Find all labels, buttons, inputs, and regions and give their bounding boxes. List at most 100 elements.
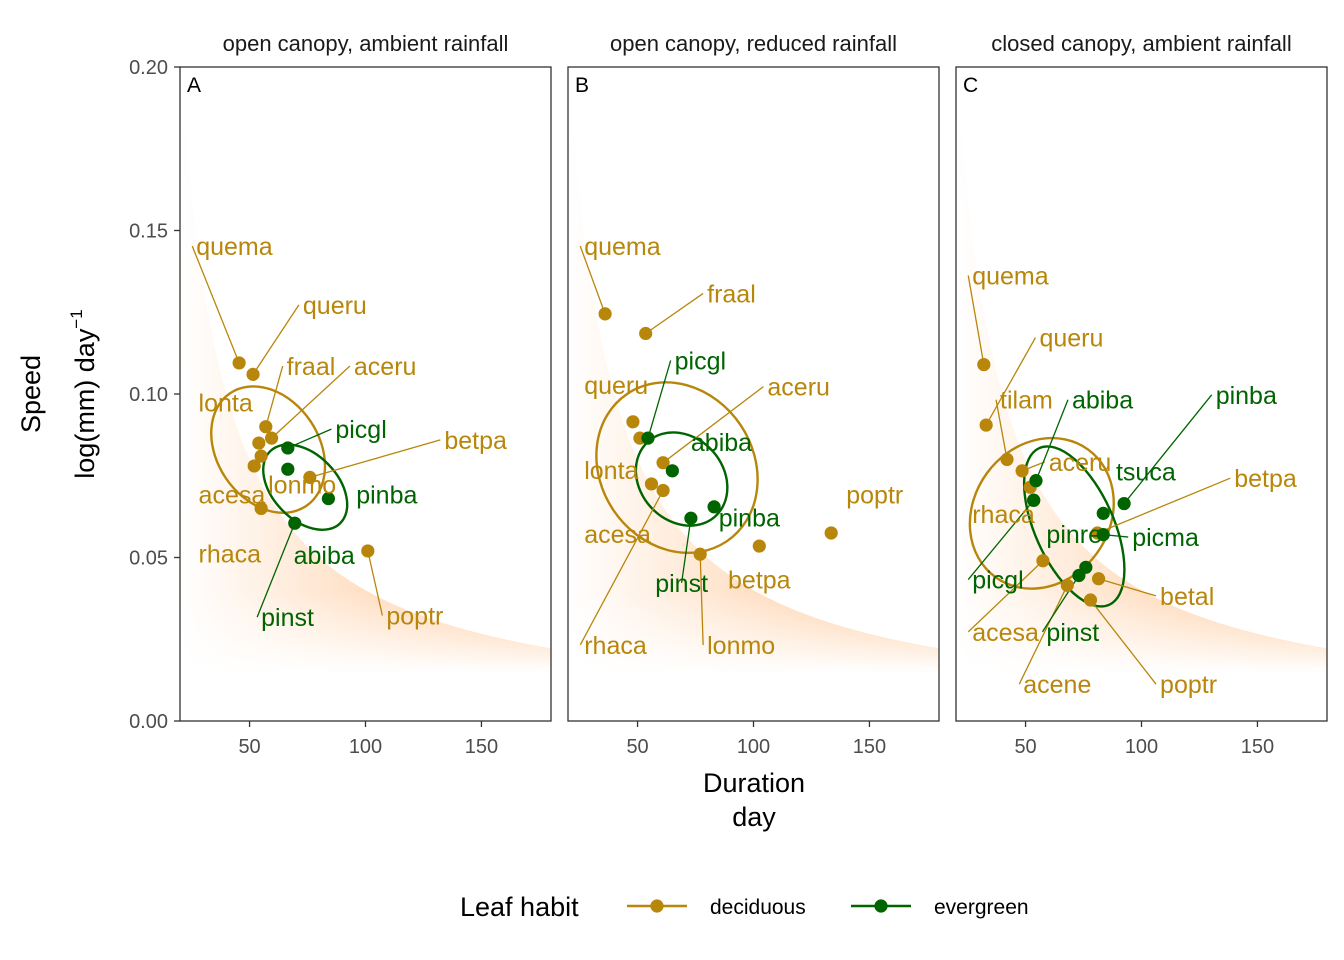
label-poptr: poptr (386, 603, 443, 631)
gradient-fade (956, 590, 1327, 672)
evergreen-ellipse (1022, 445, 1126, 608)
point-abiba (281, 462, 295, 476)
leader-line-fraal (265, 365, 284, 427)
y-axis-unit-base: log(mm) day (70, 328, 100, 479)
x-tick-label: 100 (1125, 736, 1158, 758)
y-tick-label: 0.05 (129, 548, 168, 570)
label-picgl: picgl (972, 567, 1023, 595)
point-queru (979, 418, 993, 432)
suitability-gradient (568, 67, 939, 672)
point-quema (232, 356, 246, 370)
facet-title: closed canopy, ambient rainfall (991, 31, 1291, 56)
point-picgl (641, 431, 655, 445)
point-pinba (1117, 496, 1131, 511)
legend: Leaf habit deciduous evergreen (460, 892, 1029, 922)
label-betpa: betpa (728, 567, 791, 595)
label-betal: betal (1160, 583, 1214, 611)
point-quema (598, 307, 612, 321)
point-lonmo (254, 449, 268, 463)
leader-line-abiba (1035, 399, 1069, 481)
point-pinst (288, 516, 302, 530)
point-lonta (252, 436, 266, 450)
point-picgl (281, 441, 295, 455)
point-pinba (321, 492, 335, 506)
facet-title: open canopy, ambient rainfall (223, 31, 509, 56)
label-quema: quema (584, 233, 661, 261)
point-acene (1060, 578, 1074, 592)
point-quema (977, 357, 991, 372)
x-tick-label: 150 (853, 736, 886, 758)
x-axis-unit: day (732, 802, 776, 832)
label-fraal: fraal (287, 353, 336, 381)
point-betal (1092, 572, 1106, 586)
y-tick-label: 0.00 (129, 711, 168, 733)
leader-line-betpa (1097, 477, 1231, 534)
x-tick-label: 50 (238, 736, 260, 758)
label-tilam: tilam (1000, 387, 1053, 415)
label-lonmo: lonmo (707, 632, 775, 660)
facet-title: open canopy, reduced rainfall (610, 31, 897, 56)
label-betpa: betpa (444, 427, 507, 455)
label-rhaca: rhaca (972, 501, 1035, 529)
x-tick-label: 100 (737, 736, 770, 758)
y-axis-unit: log(mm) day−1 (67, 309, 100, 478)
point-evg2 (1079, 560, 1093, 574)
leader-line-quema (191, 245, 240, 364)
point-abiba (665, 464, 679, 478)
leader-line-acene (1018, 585, 1068, 685)
label-tsuca: tsuca (1116, 459, 1176, 487)
label-abiba: abiba (691, 429, 752, 457)
label-lonmo: lonmo (268, 472, 336, 500)
point-tilam (1000, 452, 1014, 466)
leader-line-rhaca (579, 490, 664, 646)
suitability-gradient (956, 67, 1327, 672)
label-aceru: aceru (354, 353, 417, 381)
x-tick-label: 100 (349, 736, 382, 758)
legend-label-evergreen: evergreen (934, 896, 1029, 919)
panel-tag: B (575, 74, 589, 97)
label-queru: queru (1039, 325, 1103, 353)
legend-title: Leaf habit (460, 892, 579, 922)
label-rhaca: rhaca (199, 540, 262, 568)
label-pinba: pinba (1216, 382, 1277, 410)
x-tick-label: 50 (1014, 736, 1036, 758)
label-picma: picma (1132, 524, 1199, 552)
label-pinba: pinba (719, 504, 780, 532)
label-poptr: poptr (1160, 671, 1217, 699)
label-queru: queru (303, 292, 367, 320)
leader-line-pinba (1123, 394, 1213, 504)
point-picma (1096, 528, 1110, 542)
leader-line-pinst (680, 518, 692, 583)
leader-line-lonmo (699, 554, 704, 645)
evergreen-ellipse (262, 443, 349, 531)
label-betpa: betpa (1234, 465, 1297, 493)
leader-line-poptr (367, 550, 384, 616)
panel-tag: C (963, 74, 978, 97)
panel-c: quema queru tilam aceru rhaca acesa acene betpa… (955, 31, 1328, 758)
label-acesa: acesa (972, 619, 1039, 647)
leader-line-queru (252, 304, 300, 375)
label-acesa: acesa (584, 521, 651, 549)
y-tick-label: 0.10 (129, 384, 168, 406)
legend-key-point-evergreen (874, 899, 888, 913)
point-betpa (752, 539, 766, 553)
leader-line-aceru (271, 365, 351, 439)
leader-line-betpa (309, 439, 441, 479)
leader-line-poptr (1089, 599, 1157, 685)
point-abiba (1029, 474, 1043, 488)
label-lonta: lonta (584, 457, 638, 485)
label-poptr: poptr (846, 482, 903, 510)
y-axis-title: Speed (16, 355, 46, 433)
label-acesa: acesa (199, 482, 266, 510)
gradient-fade (568, 590, 939, 672)
point-aceru (264, 431, 279, 445)
point-rhaca (254, 501, 268, 516)
leader-line-aceru (662, 386, 764, 464)
point-queru (246, 367, 260, 381)
point-fraal (259, 420, 273, 434)
point-queru (626, 415, 640, 429)
point-rhaca (656, 483, 670, 498)
label-aceru: aceru (1049, 449, 1112, 477)
